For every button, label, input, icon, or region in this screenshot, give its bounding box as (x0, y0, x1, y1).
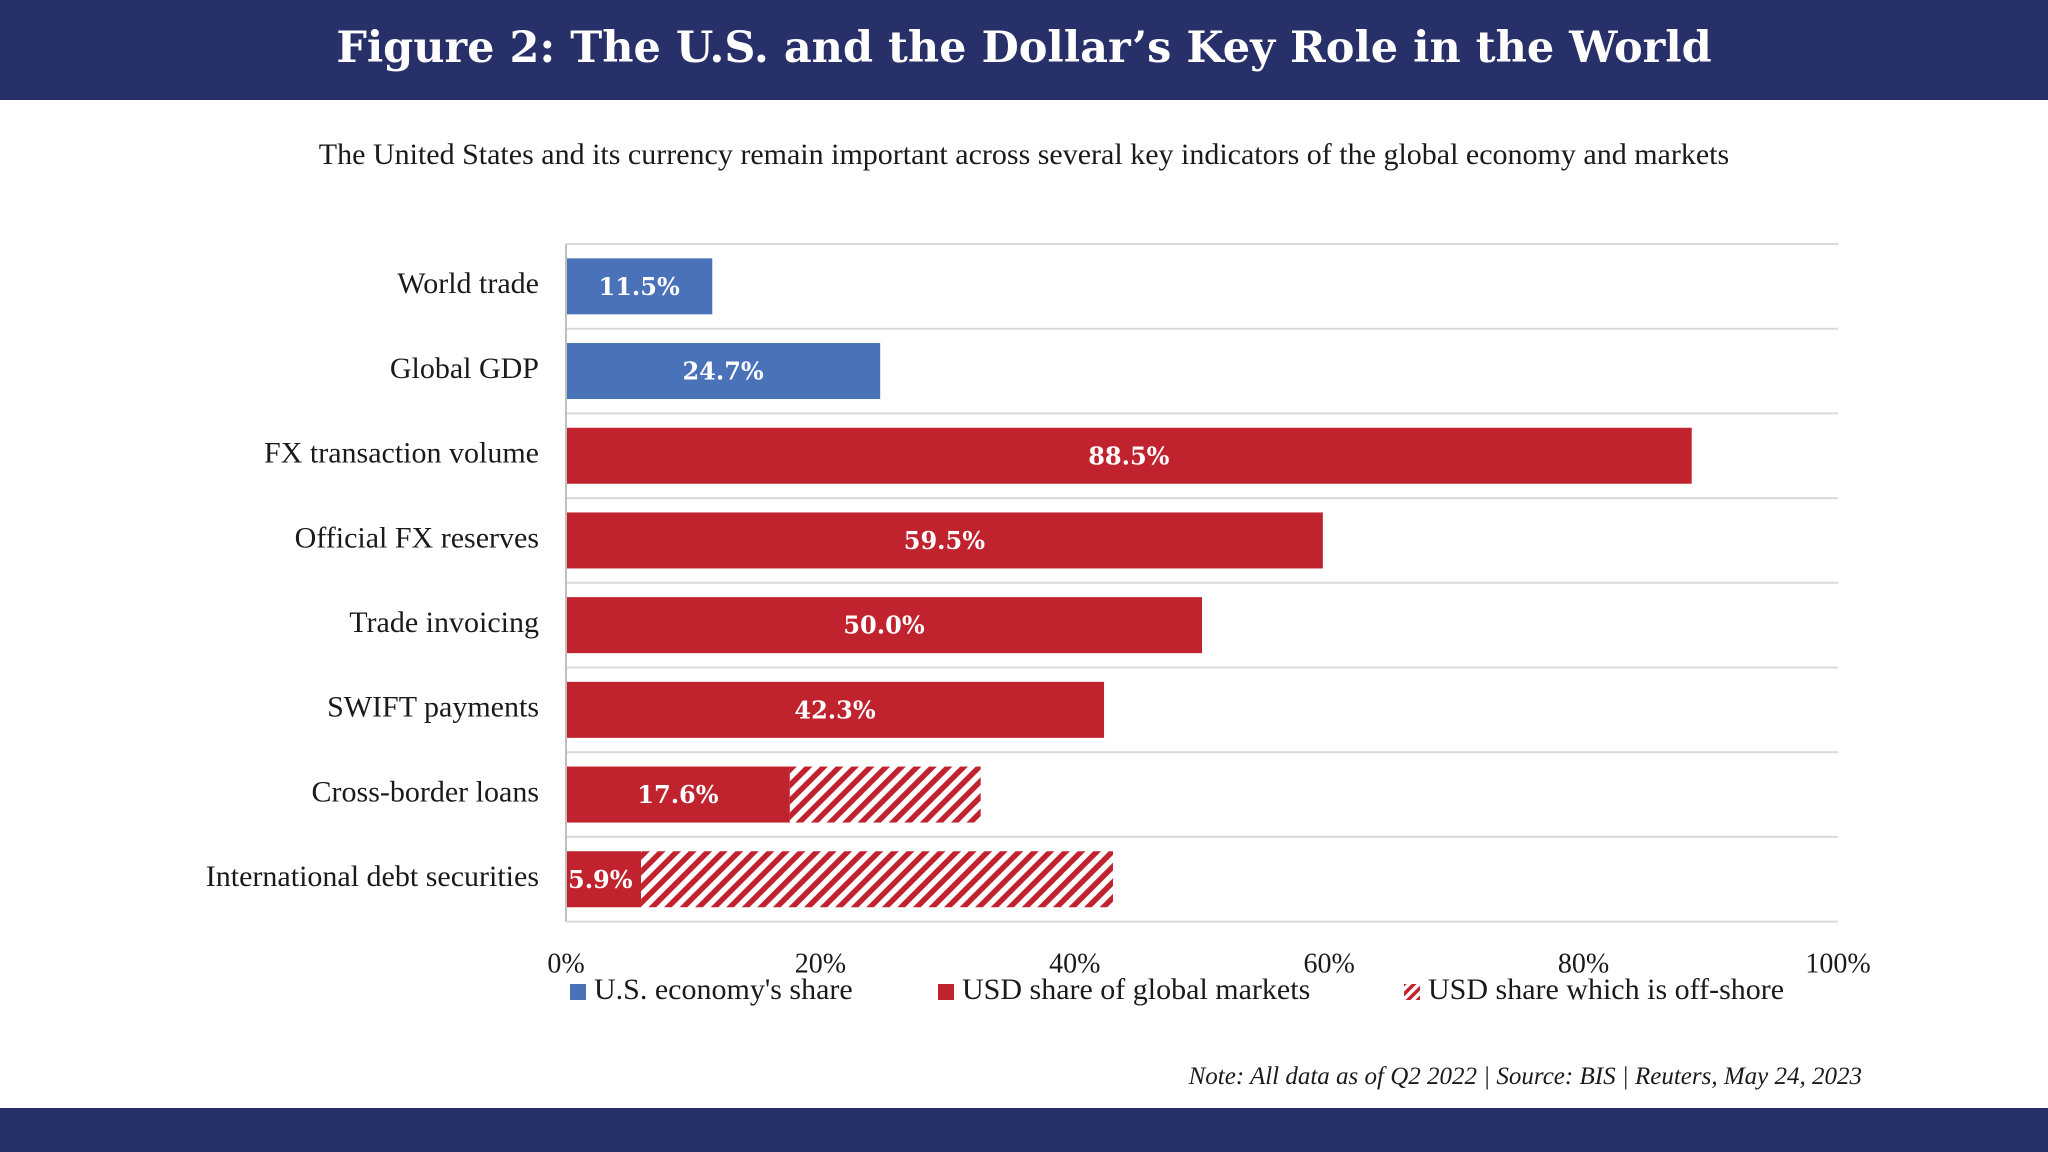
data-label: 11.5% (599, 272, 680, 301)
bar-usd-7 (566, 766, 790, 823)
category-label: SWIFT payments (327, 691, 539, 724)
legend-swatch (938, 984, 954, 1000)
x-tick-label: 100% (1805, 948, 1870, 979)
x-tick-label: 60% (1304, 948, 1355, 979)
bar-offshore-8 (641, 851, 1113, 908)
data-label: 59.5% (904, 526, 985, 555)
category-label: Trade invoicing (349, 606, 539, 639)
data-label: 5.9% (568, 865, 633, 894)
category-label: Global GDP (390, 352, 539, 385)
chart-subtitle: The United States and its currency remai… (318, 138, 1730, 171)
data-label: 88.5% (1088, 441, 1169, 470)
bar-usd-4 (566, 512, 1323, 569)
category-label: Cross-border loans (312, 775, 539, 808)
x-tick-label: 40% (1049, 948, 1100, 979)
category-label: Official FX reserves (295, 521, 539, 554)
category-label: World trade (397, 267, 539, 300)
data-label: 17.6% (637, 780, 718, 809)
bar-usd-6 (566, 681, 1105, 738)
data-label: 24.7% (682, 357, 763, 386)
bar-economy-1 (566, 258, 713, 315)
page-title: Figure 2: The U.S. and the Dollar’s Key … (336, 23, 1712, 73)
legend-swatch (1404, 984, 1420, 1000)
bar-chart: 11.5%24.7%88.5%59.5%50.0%42.3%17.6%5.9% … (206, 243, 1871, 1006)
source-note: Note: All data as of Q2 2022 | Source: B… (1188, 1063, 1862, 1090)
x-tick-label: 80% (1558, 948, 1609, 979)
bar-usd-5 (566, 597, 1202, 654)
bar-usd-3 (566, 427, 1692, 484)
x-tick-label: 20% (795, 948, 846, 979)
legend-swatch (570, 984, 586, 1000)
category-label: International debt securities (206, 860, 539, 893)
legend-label: USD share which is off-shore (1428, 973, 1784, 1006)
bar-economy-2 (566, 343, 881, 400)
bar-usd-8 (566, 851, 642, 908)
category-label: FX transaction volume (264, 437, 539, 470)
legend-label: USD share of global markets (962, 973, 1310, 1006)
legend-label: U.S. economy's share (594, 973, 853, 1006)
x-tick-label: 0% (547, 948, 584, 979)
data-label: 42.3% (794, 695, 875, 724)
footer-band (0, 1108, 2048, 1152)
bar-offshore-7 (789, 766, 981, 823)
data-label: 50.0% (843, 611, 924, 640)
header-band (0, 0, 2048, 100)
